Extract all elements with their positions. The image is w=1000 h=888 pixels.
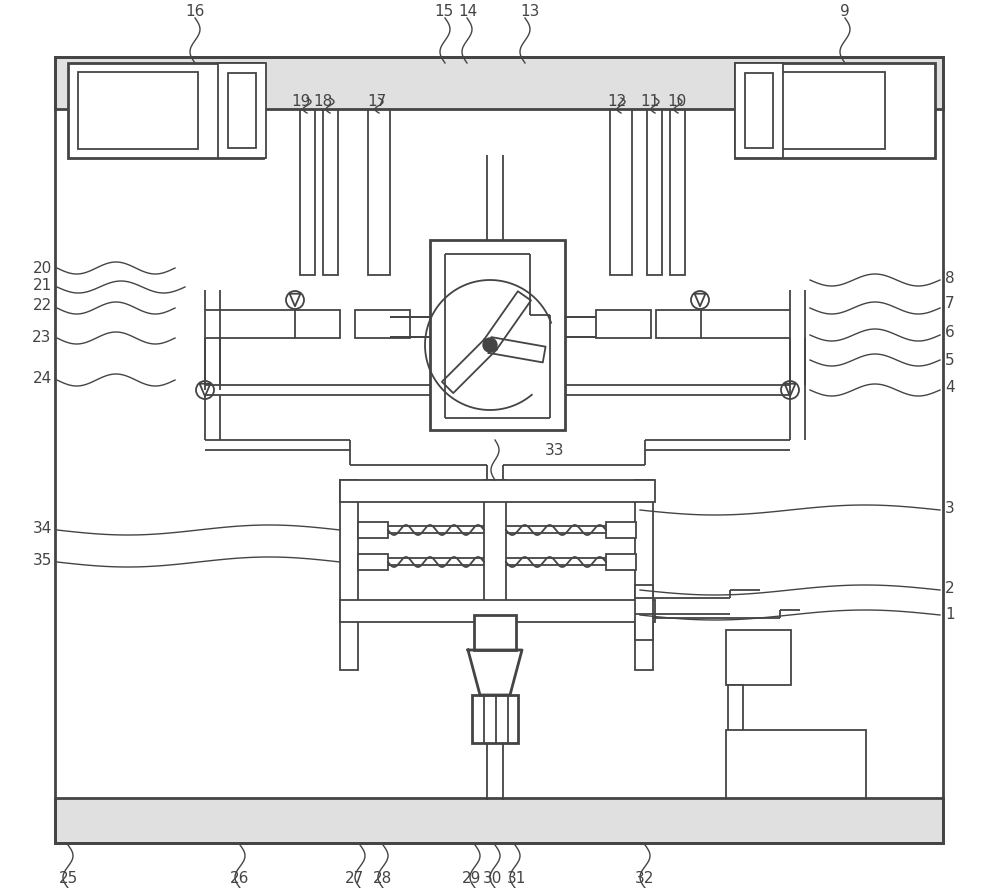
Bar <box>300 110 315 275</box>
Bar <box>228 73 256 148</box>
Text: 13: 13 <box>520 4 540 20</box>
Text: 33: 33 <box>545 442 565 457</box>
Text: 29: 29 <box>462 870 482 885</box>
Bar <box>606 554 636 570</box>
Bar <box>55 57 943 109</box>
Text: 8: 8 <box>945 271 955 286</box>
Text: 24: 24 <box>32 370 52 385</box>
Text: 12: 12 <box>607 94 627 109</box>
Text: 20: 20 <box>32 260 52 275</box>
Text: 15: 15 <box>434 4 454 20</box>
Bar <box>728 685 743 798</box>
Bar <box>340 480 655 502</box>
Text: 6: 6 <box>945 324 955 339</box>
Bar <box>358 522 388 538</box>
Text: 4: 4 <box>945 379 955 394</box>
Text: 18: 18 <box>313 94 333 109</box>
Bar <box>596 310 651 338</box>
Bar <box>656 310 701 338</box>
Bar <box>355 310 410 338</box>
Text: 23: 23 <box>32 329 52 345</box>
Text: 22: 22 <box>32 297 52 313</box>
Bar <box>635 480 653 670</box>
Bar <box>323 110 338 275</box>
Bar <box>745 73 773 148</box>
Bar <box>474 615 516 650</box>
Text: 10: 10 <box>667 94 687 109</box>
Text: 35: 35 <box>32 552 52 567</box>
Bar <box>670 110 685 275</box>
Text: 34: 34 <box>32 520 52 535</box>
Text: 25: 25 <box>58 870 78 885</box>
Bar <box>606 522 636 538</box>
Text: 14: 14 <box>458 4 478 20</box>
Circle shape <box>483 338 497 352</box>
Text: 30: 30 <box>483 870 503 885</box>
Bar <box>55 57 943 843</box>
Text: 2: 2 <box>945 581 955 596</box>
Bar <box>484 480 506 615</box>
Text: 7: 7 <box>945 296 955 311</box>
Text: 5: 5 <box>945 353 955 368</box>
Bar <box>340 480 358 670</box>
Bar <box>735 63 935 158</box>
Bar <box>68 63 263 158</box>
Text: 31: 31 <box>506 870 526 885</box>
Bar <box>472 695 518 743</box>
Bar <box>368 110 390 275</box>
Bar <box>295 310 340 338</box>
Text: 1: 1 <box>945 607 955 622</box>
Bar <box>755 72 885 149</box>
Bar <box>55 798 943 843</box>
Bar <box>340 600 655 622</box>
Bar <box>218 63 266 158</box>
Bar <box>647 110 662 275</box>
Text: 19: 19 <box>291 94 311 109</box>
Text: 26: 26 <box>230 870 250 885</box>
Text: 16: 16 <box>185 4 205 20</box>
Text: 3: 3 <box>945 501 955 516</box>
Text: 21: 21 <box>32 278 52 292</box>
Text: 27: 27 <box>345 870 365 885</box>
Bar <box>726 730 866 798</box>
Text: 17: 17 <box>367 94 387 109</box>
Bar <box>726 630 791 685</box>
Text: 32: 32 <box>635 870 655 885</box>
Text: 11: 11 <box>640 94 660 109</box>
Text: 9: 9 <box>840 4 850 20</box>
Bar <box>610 110 632 275</box>
Bar <box>735 63 783 158</box>
Bar <box>635 585 653 640</box>
Text: 28: 28 <box>372 870 392 885</box>
Bar <box>430 240 565 430</box>
Bar <box>358 554 388 570</box>
Bar <box>78 72 198 149</box>
